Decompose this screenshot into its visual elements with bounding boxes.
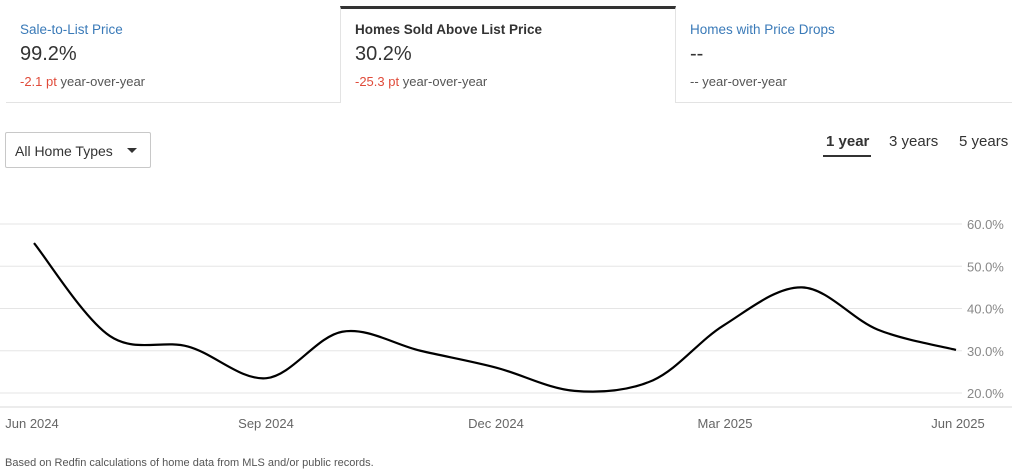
homes-sold-above-list-chart: 20.0% 30.0% 40.0% 50.0% 60.0% Jun 2024 Sep 202…	[0, 217, 1012, 431]
tab-sale-to-list-price[interactable]: Sale-to-List Price 99.2% -2.1 pt year-ov…	[6, 6, 340, 103]
tab-title: Sale-to-List Price	[20, 22, 123, 37]
metric-tabs: Sale-to-List Price 99.2% -2.1 pt year-ov…	[6, 6, 1012, 103]
home-type-selected: All Home Types	[15, 143, 113, 159]
footnote: Based on Redfin calculations of home dat…	[5, 457, 374, 469]
tab-change: -2.1 pt year-over-year	[20, 74, 340, 89]
x-tick-label: Sep 2024	[238, 416, 294, 431]
tab-value: 30.2%	[355, 43, 412, 65]
y-tick-label: 50.0%	[967, 259, 1004, 274]
x-tick-label: Jun 2024	[5, 416, 59, 431]
tab-value: --	[690, 43, 704, 65]
change-suffix: year-over-year	[702, 74, 787, 89]
tab-title: Homes with Price Drops	[690, 22, 835, 37]
home-type-dropdown[interactable]: All Home Types	[5, 132, 151, 168]
tab-title: Homes Sold Above List Price	[355, 22, 543, 37]
change-value: --	[690, 74, 699, 89]
y-tick-label: 30.0%	[967, 344, 1004, 359]
change-suffix: year-over-year	[402, 74, 488, 89]
change-value: -2.1 pt	[20, 74, 57, 89]
tab-homes-with-price-drops[interactable]: Homes with Price Drops -- -- year-over-y…	[676, 6, 1012, 103]
x-tick-label: Dec 2024	[468, 416, 524, 431]
change-value: -25.3 pt	[355, 74, 400, 89]
tab-change: -25.3 pt year-over-year	[355, 74, 675, 89]
active-range-underline	[823, 155, 871, 157]
tab-value: 99.2%	[20, 43, 77, 65]
caret-down-icon	[127, 148, 137, 153]
x-tick-label: Jun 2025	[931, 416, 985, 431]
y-tick-label: 60.0%	[967, 217, 1004, 232]
range-5-years[interactable]: 5 years	[959, 133, 1009, 150]
range-1-year[interactable]: 1 year	[826, 133, 870, 150]
tab-homes-sold-above-list[interactable]: Homes Sold Above List Price 30.2% -25.3 …	[340, 6, 676, 103]
y-tick-label: 40.0%	[967, 302, 1004, 317]
y-tick-label: 20.0%	[967, 386, 1004, 401]
range-3-years[interactable]: 3 years	[889, 133, 939, 150]
series-line	[33, 242, 957, 393]
tab-change: -- year-over-year	[690, 74, 1012, 89]
x-tick-label: Mar 2025	[698, 416, 753, 431]
change-suffix: year-over-year	[60, 74, 146, 89]
